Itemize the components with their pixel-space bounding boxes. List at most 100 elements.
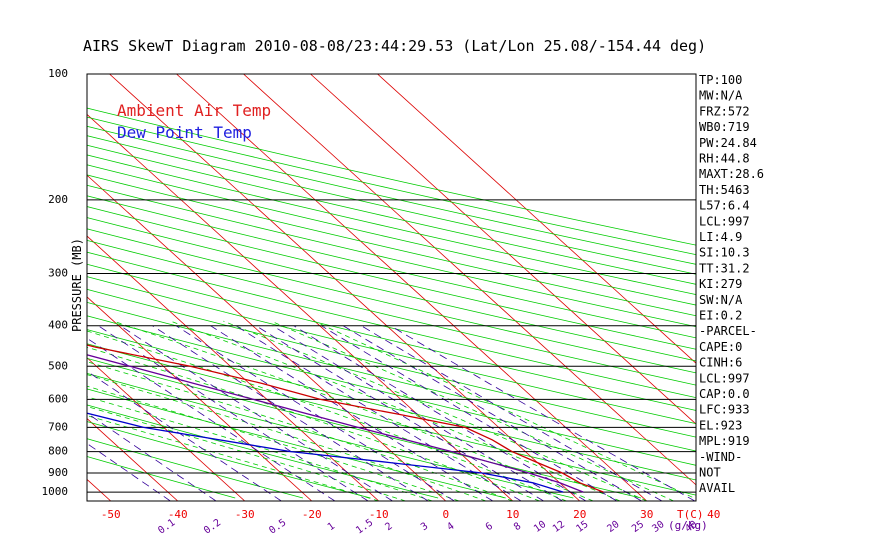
moist-adiabat-line [270, 320, 674, 501]
pressure-tick-label: 100 [48, 67, 68, 80]
dry-adiabat-line [87, 135, 696, 275]
mixing-ratio-label: 1 [326, 521, 337, 533]
isotherm-line [243, 74, 696, 486]
isotherm-line [87, 113, 514, 501]
index-value: MAXT:28.6 [699, 167, 764, 181]
mixing-ratio-label: 8 [512, 521, 523, 533]
dry-adiabat-line [87, 372, 574, 499]
moist-adiabat-line [223, 320, 647, 501]
dry-adiabat-line [87, 251, 696, 399]
mixing-ratio-line [293, 325, 587, 501]
pressure-tick-label: 600 [48, 392, 68, 405]
dry-adiabat-line [87, 206, 696, 350]
moist-adiabat-line [313, 320, 696, 500]
pressure-tick-label: 500 [48, 359, 68, 372]
mixing-ratio-label: 15 [574, 519, 590, 535]
pressure-tick-label: 900 [48, 466, 68, 479]
mixing-ratio-line [272, 325, 563, 501]
bottom-temp-tick-label: 30 [640, 508, 653, 521]
mixing-ratio-line [175, 325, 455, 501]
mixing-ratio-label: 20 [605, 519, 621, 535]
legend-entry: Dew Point Temp [117, 123, 252, 142]
dry-adiabat-line [87, 343, 696, 496]
legend-entry: Ambient Air Temp [117, 101, 271, 120]
mixing-ratio-label: 6 [484, 521, 495, 533]
mixing-ratio-label: 10 [532, 519, 548, 535]
isotherm-line [87, 357, 246, 501]
mixing-ratio-line [255, 325, 544, 501]
index-value: EI:0.2 [699, 309, 742, 323]
bottom-temp-tick-label: -40 [168, 508, 188, 521]
moist-adiabat-line [87, 385, 460, 501]
bottom-temp-tick-label: -10 [369, 508, 389, 521]
dry-adiabat-line [87, 263, 696, 411]
mixing-ratio-label: 0.5 [267, 517, 288, 536]
temp-unit-label: T(C) [677, 508, 704, 521]
index-value: CINH:6 [699, 356, 742, 370]
index-value: -WIND- [699, 450, 742, 464]
bottom-temp-tick-label: 10 [506, 508, 519, 521]
mixing-unit-label: (g/kg) [668, 519, 708, 532]
index-value: LFC:933 [699, 403, 750, 417]
isotherm-line [109, 74, 581, 501]
index-value: CAP:0.0 [699, 387, 750, 401]
pressure-tick-label: 800 [48, 445, 68, 458]
bottom-temp-tick-label: -50 [101, 508, 121, 521]
bottom-temp-tick-label: 20 [573, 508, 586, 521]
pressure-tick-label: 1000 [42, 485, 69, 498]
plot-frame [86, 73, 697, 502]
index-value: TH:5463 [699, 183, 750, 197]
isotherm-line [87, 418, 179, 501]
profile-dew-point-temp [87, 412, 564, 493]
pressure-tick-label: 700 [48, 420, 68, 433]
index-value: MW:N/A [699, 89, 743, 103]
index-value: MPL:919 [699, 434, 750, 448]
dry-adiabat-line [87, 239, 696, 386]
index-value: -PARCEL- [699, 324, 757, 338]
moist-adiabat-line [87, 374, 487, 501]
mixing-ratio-label: 3 [419, 521, 430, 533]
dry-adiabat-line [87, 164, 696, 306]
dry-adiabat-line [87, 228, 696, 374]
mixing-ratio-line [235, 325, 522, 501]
index-value: KI:279 [699, 277, 742, 291]
mixing-ratio-line [97, 325, 369, 501]
chart-title: AIRS SkewT Diagram 2010-08-08/23:44:29.5… [83, 37, 706, 55]
dry-adiabat-line [87, 154, 696, 295]
moist-adiabat-line [87, 346, 540, 501]
mixing-ratio-label: 12 [551, 519, 567, 535]
dry-adiabat-line [87, 107, 696, 246]
dry-adiabat-line [87, 217, 696, 362]
mixing-ratio-label: 0.2 [202, 517, 223, 536]
mixing-ratio-label: 25 [630, 519, 646, 535]
dry-adiabat-line [87, 116, 696, 256]
dry-adiabat-line [87, 174, 696, 317]
index-value: WB0:719 [699, 120, 750, 134]
profile-ambient-air-temp [87, 344, 604, 493]
index-value: TP:100 [699, 73, 742, 87]
isotherm-line [0, 74, 44, 501]
index-value: EL:923 [699, 418, 742, 432]
bottom-temp-tick-label: 40 [707, 508, 720, 521]
y-axis-label: PRESSURE (MB) [70, 238, 84, 332]
index-value: CAPE:0 [699, 340, 742, 354]
isotherm-line [176, 74, 648, 501]
mixing-ratio-line [342, 325, 642, 501]
index-value: LCL:997 [699, 214, 750, 228]
index-value: SW:N/A [699, 293, 743, 307]
mixing-ratio-line [87, 412, 217, 501]
mixing-ratio-line [210, 325, 494, 501]
index-value: FRZ:572 [699, 104, 750, 118]
isotherm-line [87, 478, 112, 501]
pressure-tick-label: 300 [48, 267, 68, 280]
bottom-temp-tick-label: -30 [235, 508, 255, 521]
index-value: PW:24.84 [699, 136, 757, 150]
moist-adiabat-line [87, 396, 433, 501]
mixing-ratio-label: 30 [650, 519, 666, 535]
mixing-ratio-line [321, 325, 618, 501]
index-value: SI:10.3 [699, 246, 750, 260]
moist-adiabat-line [87, 330, 567, 501]
index-value: AVAIL [699, 481, 735, 495]
index-value: TT:31.2 [699, 261, 750, 275]
